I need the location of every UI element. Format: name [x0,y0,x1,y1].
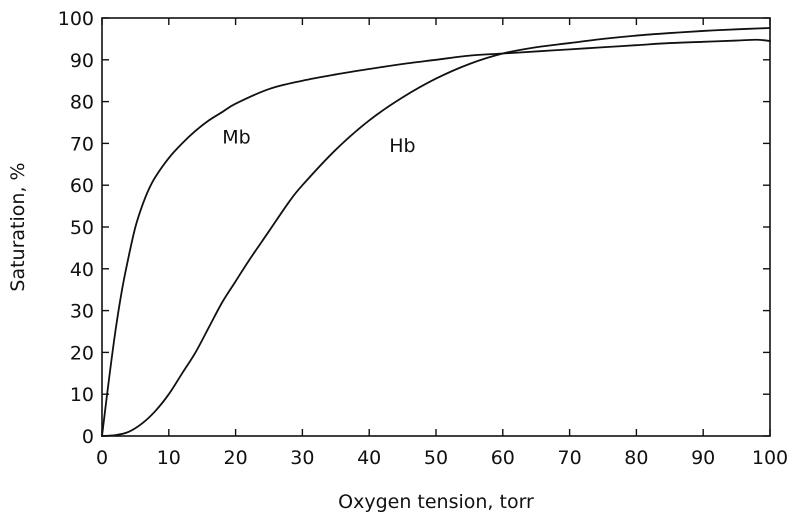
y-tick-label-100: 100 [58,8,94,30]
x-tick-label-20: 20 [224,447,248,469]
x-tick-label-70: 70 [558,447,582,469]
y-tick-label-20: 20 [70,342,94,364]
series-curves [101,27,771,437]
series-line-hb [101,27,771,437]
plot-frame [101,17,771,437]
y-tick-label-30: 30 [70,301,94,323]
y-tick-label-80: 80 [70,92,94,114]
x-tick-label-90: 90 [691,447,715,469]
y-tick-label-40: 40 [70,259,94,281]
x-tick-label-60: 60 [491,447,515,469]
x-tick-label-10: 10 [157,447,181,469]
x-tick-label-50: 50 [424,447,448,469]
series-labels: Mb Hb [222,126,415,156]
x-tick-label-100: 100 [752,447,788,469]
series-label-mb: Mb [222,126,250,148]
y-tick-label-0: 0 [82,426,94,448]
y-tick-label-50: 50 [70,217,94,239]
axis-tick-labels: 0 10 20 30 40 50 60 70 80 90 100 0 10 20 30 40 50 60 70 80 9… [58,8,788,469]
x-tick-label-0: 0 [96,447,108,469]
x-axis-title: Oxygen tension, torr [338,491,534,513]
x-tick-label-80: 80 [624,447,648,469]
y-tick-label-90: 90 [70,50,94,72]
y-tick-label-70: 70 [70,133,94,155]
axis-ticks [101,17,771,437]
y-tick-label-10: 10 [70,384,94,406]
x-tick-label-40: 40 [357,447,381,469]
y-axis-title: Saturation, % [7,162,29,291]
x-tick-label-30: 30 [290,447,314,469]
series-line-mb [101,38,771,437]
y-tick-label-60: 60 [70,175,94,197]
series-label-hb: Hb [389,135,415,157]
